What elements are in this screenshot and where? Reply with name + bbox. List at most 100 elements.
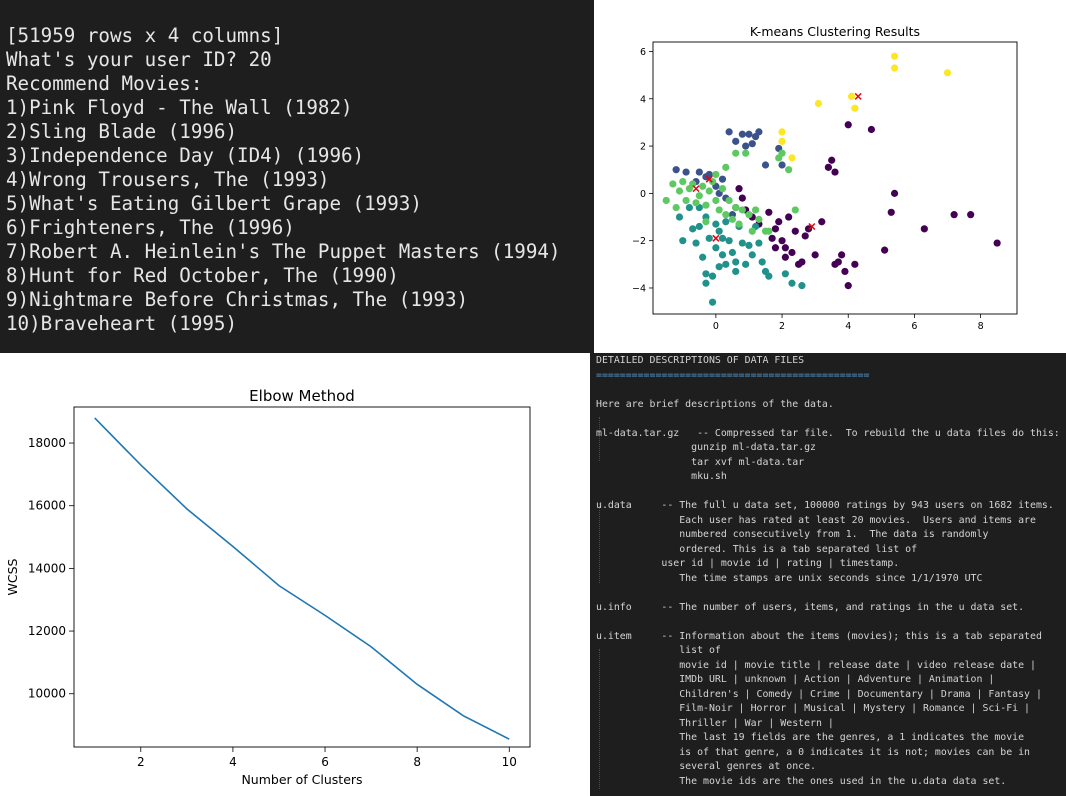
cluster-point	[890, 189, 899, 197]
elbow-chart-panel: Elbow Method 2 4 6 8 10 10000 12000 14000 16000 1…	[0, 353, 590, 796]
cluster-point	[735, 185, 743, 193]
readme-line: The last 19 fields are the genres, a 1 i…	[679, 732, 1025, 743]
terminal-lines: [51959 rows x 4 columns] What's your use…	[6, 24, 561, 336]
cluster-point	[702, 279, 710, 287]
cluster-point	[732, 149, 740, 157]
readme-line: list of	[679, 645, 721, 656]
chart-title: Elbow Method	[249, 387, 355, 405]
cluster-point	[692, 239, 700, 247]
cluster-point	[672, 203, 680, 212]
cluster-point	[715, 227, 723, 235]
cluster-point	[685, 203, 693, 212]
cluster-point	[702, 201, 710, 209]
cluster-point	[791, 227, 799, 235]
cluster-point	[755, 215, 763, 223]
cluster-point	[828, 156, 836, 164]
cluster-point	[662, 196, 670, 205]
cluster-point	[778, 237, 786, 245]
cluster-point	[705, 187, 713, 195]
cluster-point	[785, 213, 793, 221]
cluster-point	[761, 161, 770, 169]
cluster-point	[695, 222, 703, 231]
centroid-stroke	[854, 92, 862, 100]
centroid-marker	[808, 222, 816, 231]
cluster-point	[993, 239, 1001, 247]
readme-line: ml-data.tar.gz -- Compressed tar file. T…	[596, 427, 1060, 439]
readme-line: is of that genre, a 0 indicates it is no…	[679, 746, 1031, 758]
cluster-point	[745, 130, 753, 138]
cluster-point	[771, 244, 780, 252]
x-tick-label: 2	[779, 321, 785, 332]
y-tick-label: 6	[640, 47, 646, 58]
cluster-point	[699, 182, 707, 190]
readme-line: Here are brief descriptions of the data.	[596, 398, 834, 410]
cluster-point	[881, 246, 889, 254]
kmeans-chart-panel: K-means Clustering Results 0 2 4 6 8 −4 −2 0 2 4 6	[594, 0, 1066, 353]
readme-line: u.data -- The full u data set, 100000 ra…	[596, 500, 1054, 511]
cluster-point	[722, 211, 730, 219]
x-tick-label: 6	[911, 321, 917, 332]
cluster-point	[735, 220, 743, 228]
terminal-line: 10)Braveheart (1995)	[6, 312, 238, 335]
centroid-stroke	[712, 234, 720, 242]
x-tick-label: 4	[229, 755, 237, 769]
cluster-point	[732, 137, 740, 145]
cluster-point	[811, 251, 819, 259]
terminal-line: 9)Nightmare Before Christmas, The (1993)	[6, 288, 469, 311]
cluster-point	[791, 206, 799, 214]
cluster-point	[781, 244, 789, 252]
readme-line: several genres at once.	[679, 761, 816, 772]
cluster-point	[738, 206, 746, 214]
cluster-point	[781, 270, 789, 278]
indent-guide	[599, 503, 600, 583]
cluster-point	[712, 244, 720, 252]
x-tick-label: 4	[845, 321, 851, 332]
cluster-point	[844, 282, 852, 290]
y-tick-label: 14000	[28, 561, 66, 575]
plot-frame	[73, 406, 531, 748]
cluster-point	[725, 237, 733, 245]
cluster-point	[742, 260, 750, 268]
kmeans-scatter-chart: K-means Clustering Results 0 2 4 6 8 −4 −2 0 2 4 6	[632, 24, 1018, 332]
cluster-point	[755, 128, 763, 136]
readme-line: Film-Noir | Horror | Musical | Mystery |…	[679, 703, 1031, 714]
y-tick-label: −2	[632, 236, 646, 247]
x-tick-label: 6	[321, 755, 329, 769]
terminal-output-panel[interactable]: [51959 rows x 4 columns] What's your use…	[0, 0, 594, 353]
cluster-point	[702, 218, 710, 226]
plot-frame	[652, 41, 1018, 315]
cluster-point	[722, 260, 730, 268]
y-tick-label: −4	[632, 283, 646, 294]
terminal-line: 5)What's Eating Gilbert Grape (1993)	[6, 192, 422, 215]
chart-title: K-means Clustering Results	[750, 24, 920, 39]
x-tick-label: 8	[978, 321, 984, 332]
cluster-point	[801, 232, 809, 240]
elbow-line-chart: Elbow Method 2 4 6 8 10 10000 12000 14000 16000 1…	[5, 387, 531, 787]
cluster-point	[675, 213, 684, 221]
readme-text: DETAILED DESCRIPTIONS OF DATA FILES ====…	[596, 354, 1060, 789]
cluster-point	[712, 170, 720, 179]
y-tick-label: 10000	[28, 687, 66, 701]
cluster-point	[679, 177, 687, 186]
terminal-line: 1)Pink Floyd - The Wall (1982)	[6, 96, 353, 119]
cluster-point	[844, 121, 852, 129]
cluster-point	[798, 258, 806, 266]
cluster-point	[689, 225, 697, 233]
cluster-point	[679, 237, 687, 245]
cluster-point	[725, 196, 733, 205]
readme-text-panel[interactable]: DETAILED DESCRIPTIONS OF DATA FILES ====…	[590, 353, 1066, 796]
centroid-marker	[692, 185, 700, 193]
cluster-point	[943, 69, 952, 77]
cluster-point	[689, 180, 697, 188]
readme-line: ordered. This is a tab separated list of	[679, 543, 918, 555]
cluster-point	[738, 130, 746, 138]
cluster-point	[718, 251, 727, 259]
cluster-point	[778, 161, 786, 169]
readme-line: tar xvf ml-data.tar	[691, 456, 805, 468]
y-tick-label: 2	[640, 142, 646, 153]
cluster-point	[745, 211, 753, 219]
cluster-point	[718, 175, 727, 183]
terminal-line: 7)Robert A. Heinlein's The Puppet Master…	[6, 240, 561, 263]
cluster-point	[755, 239, 763, 247]
x-tick-label: 0	[713, 321, 719, 332]
